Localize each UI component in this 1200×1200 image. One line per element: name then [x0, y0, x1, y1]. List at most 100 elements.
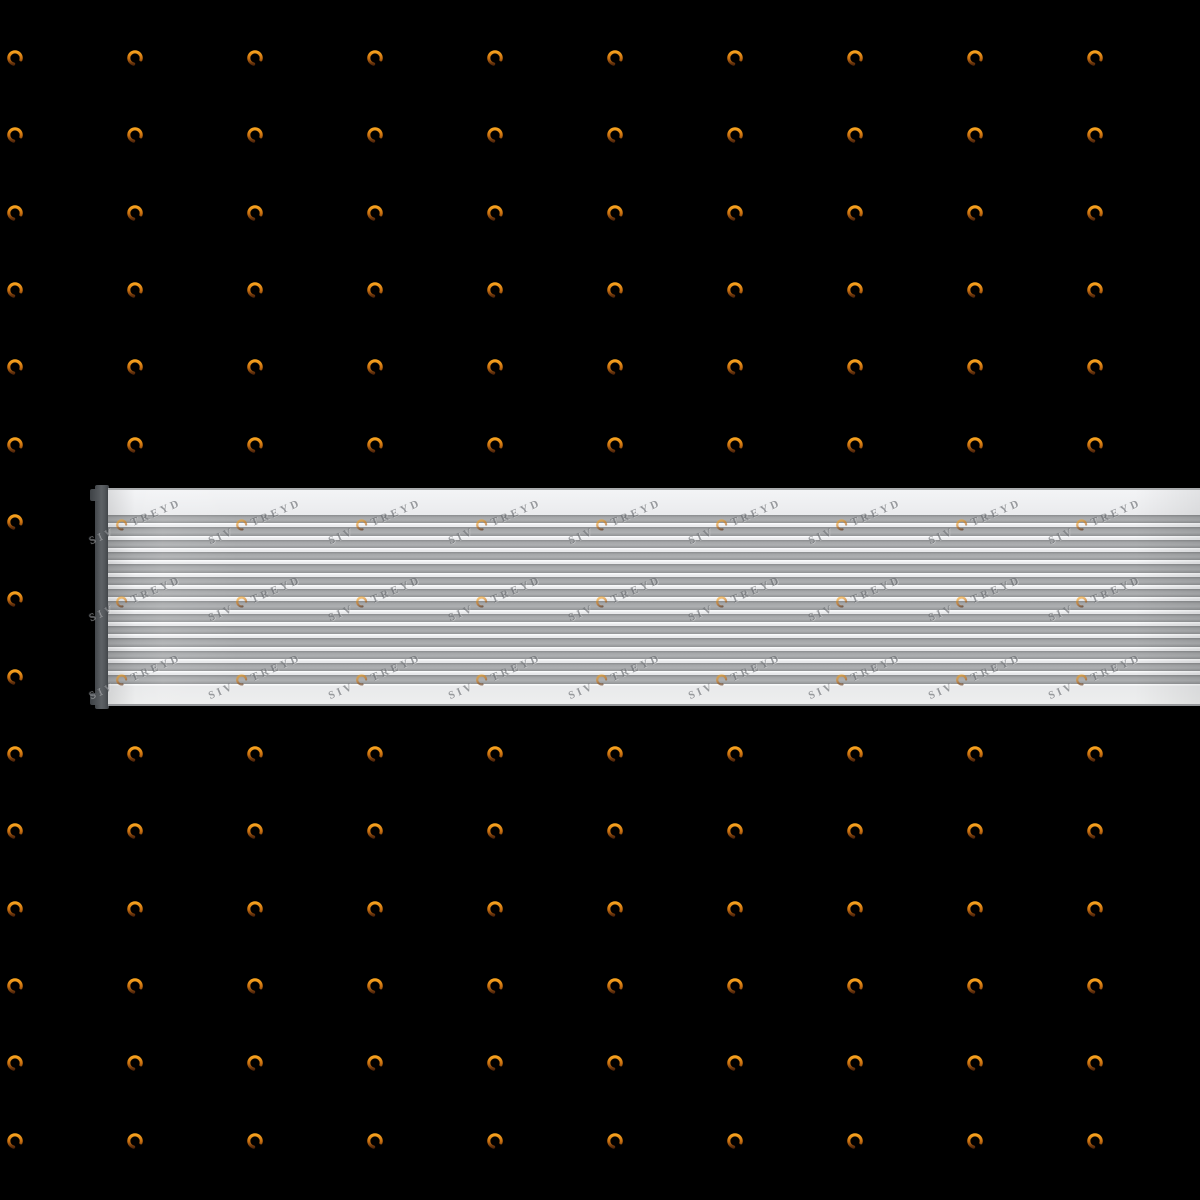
watermark-ring-icon: [6, 1132, 24, 1150]
watermark-ring-icon: [6, 513, 24, 531]
watermark-ring-icon: [6, 900, 24, 918]
watermark-ring-icon: [966, 358, 984, 376]
strip-groove: [108, 601, 1200, 610]
watermark-ring-icon: [606, 977, 624, 995]
watermark-ring-icon: [726, 204, 744, 222]
watermark-ring-icon: [1086, 281, 1104, 299]
watermark-ring-icon: [126, 204, 144, 222]
watermark-ring-icon: [966, 977, 984, 995]
watermark-ring-icon: [366, 436, 384, 454]
strip-groove: [108, 576, 1200, 586]
strip-groove: [108, 625, 1200, 635]
watermark-ring-icon: [126, 977, 144, 995]
watermark-ring-icon: [846, 436, 864, 454]
watermark-ring-icon: [246, 436, 264, 454]
watermark-ring-icon: [846, 1132, 864, 1150]
strip-groove: [108, 662, 1200, 672]
strip-groove: [108, 551, 1200, 561]
watermark-ring-icon: [846, 822, 864, 840]
watermark-ring-icon: [126, 745, 144, 763]
watermark-ring-icon: [1086, 1132, 1104, 1150]
watermark-ring-icon: [6, 590, 24, 608]
watermark-ring-icon: [486, 126, 504, 144]
watermark-ring-icon: [246, 900, 264, 918]
watermark-ring-icon: [606, 745, 624, 763]
watermark-ring-icon: [126, 281, 144, 299]
strip-groove: [108, 527, 1200, 536]
watermark-ring-icon: [486, 49, 504, 67]
watermark-ring-icon: [966, 204, 984, 222]
watermark-ring-icon: [366, 49, 384, 67]
watermark-ring-icon: [966, 436, 984, 454]
watermark-ring-icon: [486, 977, 504, 995]
watermark-ring-icon: [366, 204, 384, 222]
watermark-ring-icon: [606, 204, 624, 222]
watermark-ring-icon: [486, 436, 504, 454]
watermark-ring-icon: [366, 126, 384, 144]
watermark-ring-icon: [846, 49, 864, 67]
watermark-ring-icon: [126, 822, 144, 840]
watermark-ring-icon: [486, 204, 504, 222]
strip-groove: [108, 588, 1200, 598]
watermark-ring-icon: [1086, 204, 1104, 222]
watermark-ring-icon: [6, 668, 24, 686]
watermark-ring-icon: [486, 1132, 504, 1150]
watermark-ring-icon: [726, 745, 744, 763]
strip-groove: [108, 638, 1200, 647]
watermark-ring-icon: [1086, 358, 1104, 376]
watermark-ring-icon: [966, 1054, 984, 1072]
watermark-ring-icon: [366, 745, 384, 763]
watermark-ring-icon: [366, 1054, 384, 1072]
watermark-ring-icon: [606, 126, 624, 144]
watermark-ring-icon: [606, 1132, 624, 1150]
watermark-ring-icon: [726, 126, 744, 144]
watermark-ring-icon: [606, 281, 624, 299]
watermark-ring-icon: [966, 126, 984, 144]
watermark-ring-icon: [366, 977, 384, 995]
strip-body: [108, 488, 1200, 706]
watermark-ring-icon: [486, 822, 504, 840]
watermark-ring-icon: [126, 49, 144, 67]
strip-groove: [108, 675, 1200, 684]
watermark-ring-icon: [246, 126, 264, 144]
watermark-ring-icon: [486, 745, 504, 763]
watermark-ring-icon: [126, 436, 144, 454]
watermark-ring-icon: [1086, 822, 1104, 840]
watermark-ring-icon: [1086, 436, 1104, 454]
strip-groove: [108, 515, 1200, 524]
watermark-ring-icon: [846, 126, 864, 144]
watermark-ring-icon: [126, 1054, 144, 1072]
strip-end-cap: [95, 485, 109, 709]
watermark-ring-icon: [846, 1054, 864, 1072]
watermark-ring-icon: [6, 49, 24, 67]
watermark-ring-icon: [1086, 977, 1104, 995]
watermark-ring-icon: [726, 900, 744, 918]
watermark-ring-icon: [126, 126, 144, 144]
watermark-ring-icon: [966, 1132, 984, 1150]
watermark-ring-icon: [6, 126, 24, 144]
strip-end-cap-bottom-tab: [90, 693, 100, 705]
watermark-ring-icon: [966, 822, 984, 840]
watermark-ring-icon: [1086, 900, 1104, 918]
watermark-ring-icon: [366, 822, 384, 840]
watermark-ring-icon: [366, 358, 384, 376]
watermark-ring-icon: [726, 822, 744, 840]
watermark-ring-icon: [246, 822, 264, 840]
watermark-ring-icon: [846, 281, 864, 299]
watermark-ring-icon: [486, 1054, 504, 1072]
watermark-ring-icon: [486, 358, 504, 376]
watermark-ring-icon: [1086, 126, 1104, 144]
watermark-ring-icon: [6, 358, 24, 376]
watermark-ring-icon: [366, 900, 384, 918]
watermark-ring-icon: [606, 436, 624, 454]
watermark-ring-icon: [246, 49, 264, 67]
watermark-ring-icon: [486, 900, 504, 918]
watermark-ring-icon: [126, 900, 144, 918]
watermark-ring-icon: [966, 745, 984, 763]
watermark-ring-icon: [606, 822, 624, 840]
watermark-ring-icon: [246, 977, 264, 995]
watermark-ring-icon: [6, 1054, 24, 1072]
watermark-ring-icon: [606, 49, 624, 67]
watermark-ring-icon: [966, 49, 984, 67]
